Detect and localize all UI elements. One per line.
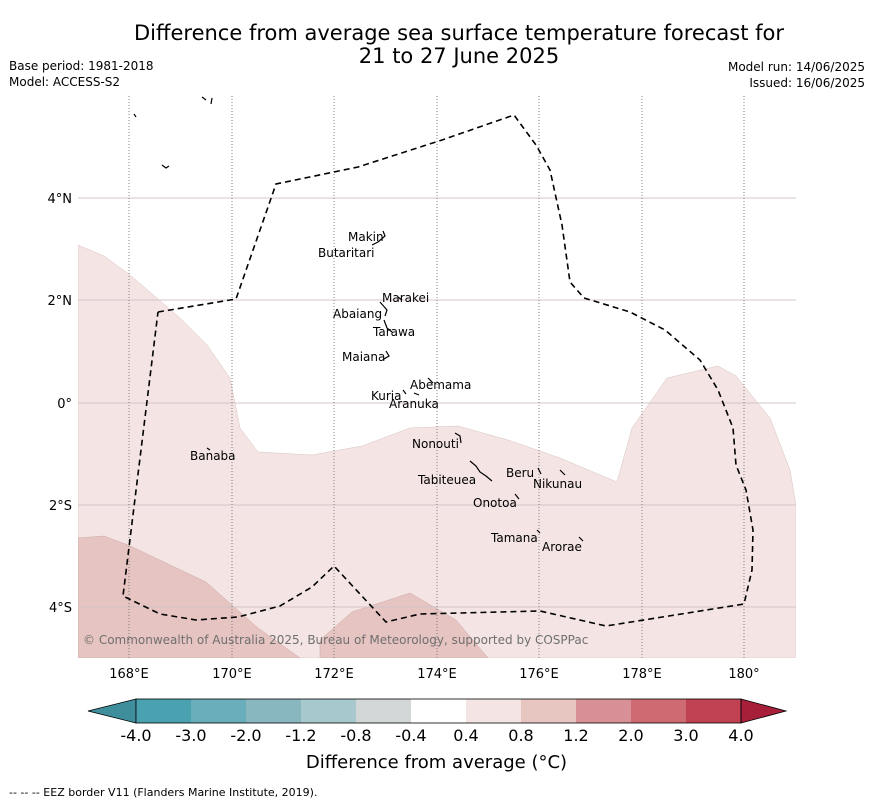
lat-tick-4n: 4°N bbox=[48, 192, 73, 207]
lon-gridlines bbox=[128, 96, 745, 658]
lon-tick-labels: 168°E 170°E 172°E 174°E 176°E 178°E 180° bbox=[109, 667, 759, 682]
colorbar-segment bbox=[686, 699, 741, 723]
lat-tick-labels: 4°N 2°N 0° 2°S 4°S bbox=[48, 192, 73, 616]
colorbar-segment bbox=[521, 699, 576, 723]
island-labels: Makin Butaritari Marakei Abaiang Tarawa … bbox=[190, 230, 582, 554]
label-aranuka: Aranuka bbox=[389, 397, 439, 411]
lon-tick-180: 180° bbox=[728, 667, 759, 682]
colorbar bbox=[87, 698, 788, 724]
lon-tick-168e: 168°E bbox=[109, 667, 149, 682]
island-shapes bbox=[133, 96, 584, 542]
meta-left: Base period: 1981-2018 Model: ACCESS-S2 bbox=[9, 58, 154, 90]
colorbar-label: -1.2 bbox=[285, 726, 317, 745]
colorbar-label: 3.0 bbox=[673, 726, 699, 745]
label-nonouti: Nonouti bbox=[412, 437, 459, 451]
label-banaba: Banaba bbox=[190, 449, 236, 463]
label-abemama: Abemama bbox=[410, 378, 471, 392]
colorbar-segment bbox=[301, 699, 356, 723]
map-title: Difference from average sea surface temp… bbox=[100, 22, 818, 68]
copyright-notice: © Commonwealth of Australia 2025, Bureau… bbox=[83, 633, 588, 647]
lon-tick-170e: 170°E bbox=[212, 667, 252, 682]
colorbar-segment bbox=[466, 699, 521, 723]
colorbar-arrow-high bbox=[740, 698, 788, 724]
colorbar-segment bbox=[411, 699, 466, 723]
colorbar-label: 2.0 bbox=[618, 726, 644, 745]
eez-border bbox=[122, 114, 754, 627]
colorbar-segment bbox=[631, 699, 686, 723]
colorbar-label: 0.8 bbox=[508, 726, 534, 745]
anomaly-region-0-8-to-1-2-central bbox=[319, 592, 489, 658]
colorbar-label: 0.4 bbox=[453, 726, 479, 745]
label-marakei: Marakei bbox=[382, 291, 429, 305]
base-period: Base period: 1981-2018 bbox=[9, 59, 154, 73]
label-kuria: Kuria bbox=[371, 389, 402, 403]
title-line-2: 21 to 27 June 2025 bbox=[358, 44, 560, 68]
label-tamana: Tamana bbox=[490, 531, 538, 545]
label-butaritari: Butaritari bbox=[318, 246, 375, 260]
colorbar-arrow-low bbox=[87, 698, 137, 724]
map-area: Makin Butaritari Marakei Abaiang Tarawa … bbox=[78, 96, 796, 658]
colorbar-label: -2.0 bbox=[230, 726, 262, 745]
lon-tick-174e: 174°E bbox=[417, 667, 457, 682]
colorbar-segment bbox=[136, 699, 191, 723]
colorbar-segment bbox=[356, 699, 411, 723]
issued-date: Issued: 16/06/2025 bbox=[749, 76, 865, 90]
colorbar-label: -3.0 bbox=[175, 726, 207, 745]
eez-footnote: -- -- -- EEZ border V11 (Flanders Marine… bbox=[9, 786, 318, 799]
colorbar-label: 1.2 bbox=[563, 726, 589, 745]
label-tarawa: Tarawa bbox=[372, 325, 415, 339]
title-line-1: Difference from average sea surface temp… bbox=[134, 21, 784, 45]
lon-tick-172e: 172°E bbox=[314, 667, 354, 682]
label-tabiteuea: Tabiteuea bbox=[417, 473, 476, 487]
label-beru: Beru bbox=[506, 466, 534, 480]
lon-tick-176e: 176°E bbox=[519, 667, 559, 682]
colorbar-frame bbox=[135, 698, 742, 724]
lat-tick-4s: 4°S bbox=[49, 601, 72, 616]
colorbar-label: 4.0 bbox=[728, 726, 754, 745]
lat-tick-2s: 2°S bbox=[49, 499, 72, 514]
anomaly-region-0-8-to-1-2-west bbox=[78, 535, 301, 658]
colorbar-label: -4.0 bbox=[120, 726, 152, 745]
colorbar-title: Difference from average (°C) bbox=[305, 752, 568, 773]
anomaly-region-0-4-to-0-8 bbox=[78, 244, 796, 658]
lon-tick-178e: 178°E bbox=[622, 667, 662, 682]
colorbar-segment bbox=[576, 699, 631, 723]
colorbar-label: -0.4 bbox=[395, 726, 427, 745]
label-maiana: Maiana bbox=[342, 350, 385, 364]
colorbar-segment bbox=[191, 699, 246, 723]
lat-tick-0: 0° bbox=[57, 397, 72, 412]
label-abaiang: Abaiang bbox=[333, 307, 382, 321]
model-run: Model run: 14/06/2025 bbox=[727, 60, 865, 74]
colorbar-segment bbox=[246, 699, 301, 723]
label-arorae: Arorae bbox=[542, 540, 582, 554]
lat-tick-2n: 2°N bbox=[48, 294, 73, 309]
meta-right: Model run: 14/06/2025 Issued: 16/06/2025 bbox=[728, 59, 865, 91]
label-nikunau: Nikunau bbox=[533, 477, 582, 491]
colorbar-label: -0.8 bbox=[340, 726, 372, 745]
label-makin: Makin bbox=[348, 230, 384, 244]
label-onotoa: Onotoa bbox=[473, 496, 517, 510]
model-name: Model: ACCESS-S2 bbox=[9, 75, 121, 89]
